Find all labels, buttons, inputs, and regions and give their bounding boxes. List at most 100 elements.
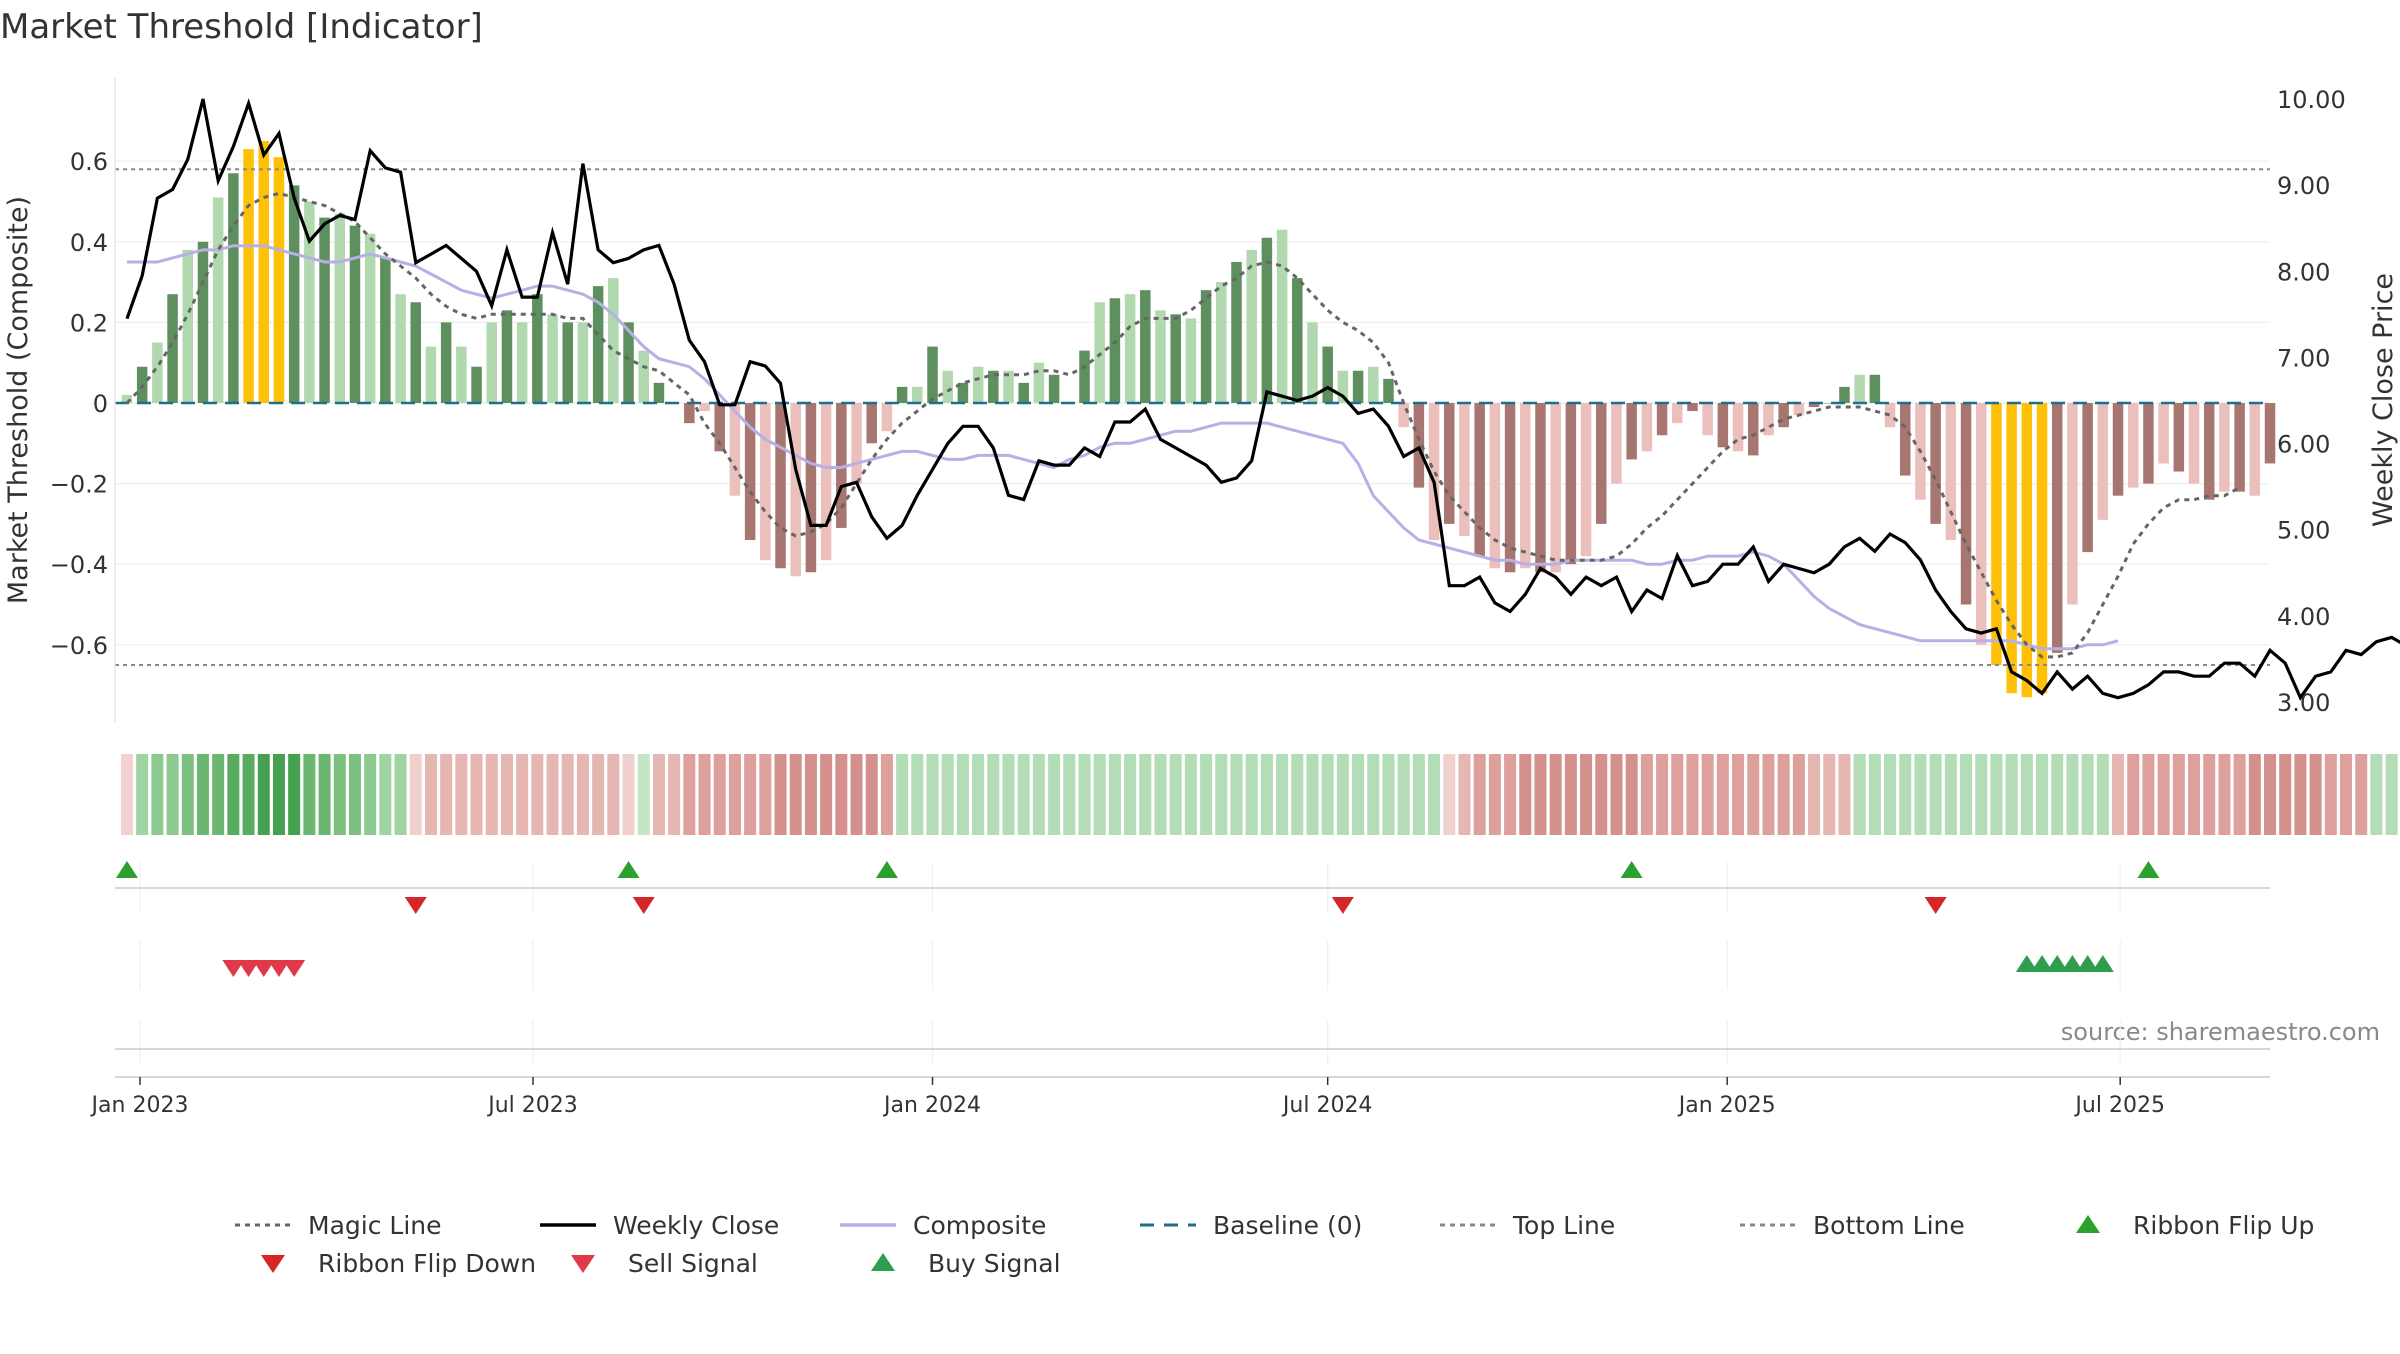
- composite-bar: [2127, 403, 2139, 488]
- ribbon-cell: [2294, 754, 2307, 835]
- ribbon-cell: [637, 754, 650, 835]
- composite-bar: [684, 403, 695, 424]
- composite-bar: [2158, 403, 2169, 464]
- ribbon-cell: [196, 754, 209, 835]
- source-note: source: sharemaestro.com: [2061, 1018, 2380, 1046]
- weekly-close-line: [125, 98, 2400, 701]
- legend-item: Top Line: [1440, 1211, 1615, 1240]
- x-tick-label: Jan 2025: [1677, 1093, 1776, 1118]
- composite-bar: [1748, 403, 1759, 456]
- composite-bar: [1292, 278, 1303, 403]
- ribbon-cell: [1701, 754, 1714, 835]
- legend-swatch: [261, 1255, 285, 1273]
- legend-label: Composite: [913, 1211, 1046, 1240]
- composite-bar: [2188, 403, 2200, 484]
- ribbon-cell: [2142, 754, 2155, 835]
- legend-swatch: [571, 1255, 595, 1273]
- ribbon-cell: [1017, 754, 1030, 835]
- ribbon-cell: [2096, 754, 2109, 835]
- ribbon-cell: [1716, 754, 1729, 835]
- ribbon-cell: [2020, 754, 2033, 835]
- ribbon-cell: [1732, 754, 1745, 835]
- ribbon-cell: [1336, 754, 1349, 835]
- ribbon-cell: [1671, 754, 1684, 835]
- composite-bar: [532, 294, 543, 403]
- ribbon-cell: [1306, 754, 1319, 835]
- composite-bar: [699, 403, 710, 412]
- composite-bar: [1641, 403, 1653, 452]
- composite-bar: [1626, 403, 1637, 460]
- ribbon-cell: [744, 754, 757, 835]
- composite-bar: [851, 403, 862, 484]
- ribbon-cell: [956, 754, 969, 835]
- composite-bar: [1170, 314, 1181, 403]
- ribbon-cell: [592, 754, 605, 835]
- composite-bar: [1960, 403, 1972, 605]
- composite-bar: [592, 286, 604, 403]
- x-tick-label: Jan 2023: [90, 1093, 189, 1118]
- ribbon-cell: [288, 754, 301, 835]
- legend-label: Buy Signal: [928, 1249, 1061, 1278]
- ribbon-cell: [2127, 754, 2140, 835]
- composite-bar: [790, 403, 801, 577]
- composite-bar: [896, 386, 908, 403]
- ribbon-cell: [303, 754, 316, 835]
- legend-item: Ribbon Flip Up: [2076, 1211, 2314, 1240]
- composite-bar: [425, 346, 437, 403]
- y2-tick-label: 4.00: [2277, 603, 2330, 631]
- composite-bar: [486, 322, 497, 403]
- composite-bar: [2082, 403, 2093, 553]
- ribbon-cell: [1823, 754, 1836, 835]
- ribbon-cell: [1291, 754, 1304, 835]
- composite-bar: [1109, 298, 1121, 403]
- buy-signal-marker: [2061, 955, 2084, 972]
- ribbon-cell: [2264, 754, 2277, 835]
- composite-bar: [2021, 403, 2033, 698]
- composite-bar: [304, 201, 315, 403]
- ribbon-flip-down-marker: [632, 897, 655, 914]
- ribbon-cell: [516, 754, 529, 835]
- ribbon-cell: [835, 754, 848, 835]
- legend-item: Sell Signal: [571, 1249, 758, 1278]
- ribbon-cell: [1002, 754, 1015, 835]
- ribbon-flip-up-marker: [617, 861, 640, 878]
- y2-tick-label: 7.00: [2277, 344, 2330, 372]
- composite-bar: [1368, 366, 1379, 403]
- ribbon-cell: [1944, 754, 1957, 835]
- y2-axis-label: Weekly Close Price: [2368, 273, 2399, 527]
- composite-bar: [1337, 370, 1349, 403]
- ribbon-cell: [576, 754, 589, 835]
- composite-bar: [1276, 229, 1288, 403]
- ribbon-flip-down-marker: [404, 897, 427, 914]
- ribbon-cell: [1686, 754, 1699, 835]
- y-tick-label: −0.6: [50, 632, 108, 660]
- composite-bar: [1656, 403, 1668, 436]
- legend-item: Magic Line: [235, 1211, 442, 1240]
- composite-bar: [927, 346, 938, 403]
- ribbon-cell: [1868, 754, 1881, 835]
- composite-bar: [167, 294, 178, 403]
- composite-bar: [1565, 403, 1577, 565]
- composite-bar: [1413, 403, 1425, 488]
- composite-bar: [1322, 346, 1333, 403]
- composite-bar: [440, 322, 452, 403]
- composite-bar: [1823, 403, 1835, 404]
- ribbon-cell: [1276, 754, 1289, 835]
- composite-bar: [121, 394, 133, 403]
- ribbon-cell: [1838, 754, 1851, 835]
- composite-bar: [273, 157, 285, 403]
- composite-bar: [1246, 249, 1257, 403]
- ribbon-flip-down-marker: [1924, 897, 1947, 914]
- composite-bar: [1428, 403, 1440, 541]
- ribbon-cell: [713, 754, 726, 835]
- x-tick-label: Jul 2024: [1281, 1093, 1373, 1118]
- legend-item: Composite: [840, 1211, 1046, 1240]
- composite-bar: [1307, 322, 1318, 403]
- y-axis-label: Market Threshold (Composite): [3, 196, 34, 604]
- y2-tick-label: 9.00: [2277, 172, 2330, 200]
- composite-bar: [2097, 403, 2109, 520]
- composite-bar: [1808, 403, 1820, 408]
- composite-bar: [1383, 378, 1394, 403]
- sell-signal-marker: [267, 960, 290, 977]
